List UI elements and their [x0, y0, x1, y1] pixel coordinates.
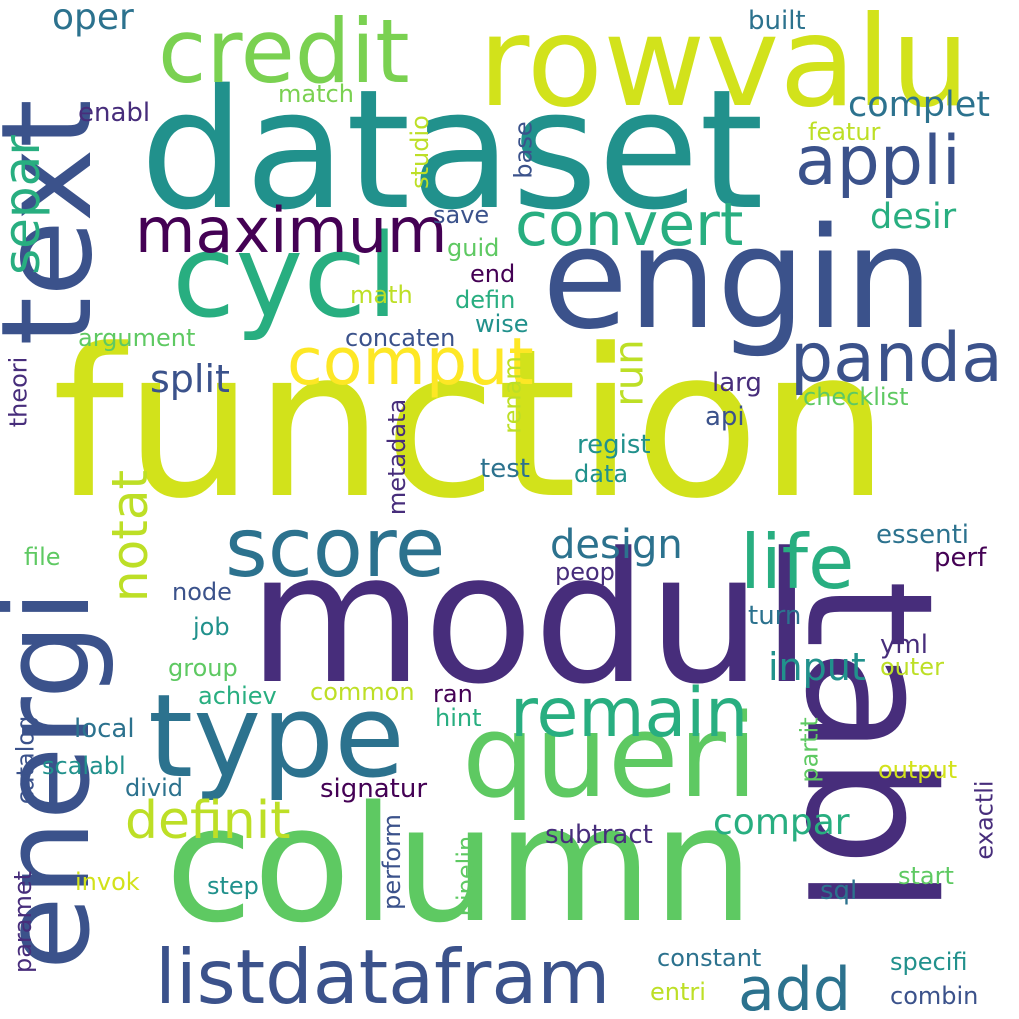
cloud-word: credit	[158, 0, 410, 103]
cloud-word: run	[606, 339, 653, 407]
cloud-word: test	[480, 454, 530, 484]
cloud-word: theori	[4, 356, 33, 428]
cloud-word: divid	[125, 774, 184, 802]
cloud-word: signatur	[320, 774, 428, 804]
cloud-word: step	[207, 872, 259, 900]
cloud-word: exactli	[970, 780, 999, 860]
cloud-word: add	[738, 955, 851, 1019]
cloud-word: turn	[748, 601, 802, 631]
cloud-word: hint	[435, 704, 482, 732]
cloud-word: life	[740, 518, 855, 606]
cloud-word: pipelin	[452, 835, 481, 917]
cloud-word: essenti	[876, 520, 969, 550]
cloud-word: queri	[462, 690, 758, 824]
cloud-word: file	[24, 543, 61, 571]
cloud-word: notat	[101, 469, 160, 603]
cloud-word: cycl	[172, 210, 399, 344]
cloud-word: local	[74, 714, 135, 744]
cloud-word: specifi	[890, 948, 968, 976]
cloud-word: renam	[498, 356, 527, 434]
cloud-word: output	[878, 756, 958, 784]
cloud-word: split	[150, 357, 230, 401]
cloud-word: achiev	[198, 682, 277, 710]
cloud-word: guid	[447, 234, 500, 262]
cloud-word: column	[165, 771, 754, 958]
cloud-word: ran	[433, 680, 473, 708]
cloud-word: enabl	[78, 98, 151, 128]
cloud-word: metadata	[383, 398, 412, 516]
cloud-word: panda	[790, 319, 1003, 398]
cloud-word: api	[705, 402, 745, 432]
cloud-word: concaten	[345, 324, 456, 352]
cloud-word: match	[278, 80, 354, 108]
cloud-word: subtract	[545, 820, 653, 850]
cloud-word: outer	[880, 653, 944, 681]
cloud-word: yml	[880, 630, 928, 660]
cloud-word: invok	[75, 868, 140, 896]
cloud-word: catalog	[11, 715, 40, 805]
cloud-word: appli	[795, 122, 961, 201]
cloud-word: argument	[78, 324, 196, 352]
cloud-word: start	[898, 862, 954, 890]
cloud-word: complet	[848, 85, 990, 125]
cloud-word: desir	[870, 197, 957, 237]
cloud-word: data	[574, 460, 629, 488]
cloud-word: common	[310, 678, 415, 706]
cloud-word: defin	[455, 286, 516, 314]
cloud-word: checklist	[803, 383, 909, 411]
cloud-word: save	[433, 201, 490, 229]
cloud-word: node	[172, 578, 232, 606]
cloud-word: entri	[650, 978, 706, 1006]
cloud-word: combin	[890, 982, 979, 1010]
cloud-word: function	[52, 306, 890, 544]
cloud-word: convert	[515, 190, 744, 260]
cloud-word: engin	[542, 198, 934, 361]
cloud-word: scalabl	[42, 752, 126, 780]
cloud-word: math	[350, 281, 413, 309]
cloud-word: perform	[377, 814, 406, 910]
cloud-word: regist	[577, 430, 651, 460]
cloud-word: modul	[248, 515, 812, 724]
cloud-word: partit	[795, 717, 824, 783]
cloud-word: remain	[510, 674, 749, 753]
cloud-word: definit	[125, 791, 291, 851]
cloud-word: maximum	[135, 194, 448, 267]
cloud-word: wise	[475, 310, 529, 338]
cloud-word: input	[768, 645, 866, 689]
cloud-word: base	[509, 121, 538, 179]
cloud-word: built	[748, 6, 806, 36]
cloud-word: oper	[52, 0, 134, 38]
cloud-word: studio	[405, 115, 434, 189]
cloud-word: score	[225, 501, 446, 596]
cloud-word: dataset	[140, 54, 764, 246]
cloud-word: design	[550, 522, 683, 568]
cloud-word: job	[193, 613, 230, 641]
cloud-word: paramet	[9, 870, 38, 974]
cloud-word: listdatafram	[155, 933, 611, 1019]
cloud-word: type	[148, 670, 405, 804]
cloud-word: perf	[934, 543, 987, 573]
cloud-word: comput	[287, 325, 534, 400]
cloud-word: featur	[808, 118, 881, 146]
cloud-word: larg	[712, 368, 762, 398]
cloud-word: sql	[820, 876, 858, 906]
cloud-word: peopl	[555, 558, 622, 586]
cloud-word: constant	[657, 944, 762, 972]
cloud-word: end	[470, 260, 516, 288]
cloud-word: rowvalu	[478, 0, 970, 135]
cloud-word: group	[168, 654, 238, 682]
cloud-word: separ	[0, 135, 51, 275]
cloud-word: compar	[713, 802, 850, 843]
